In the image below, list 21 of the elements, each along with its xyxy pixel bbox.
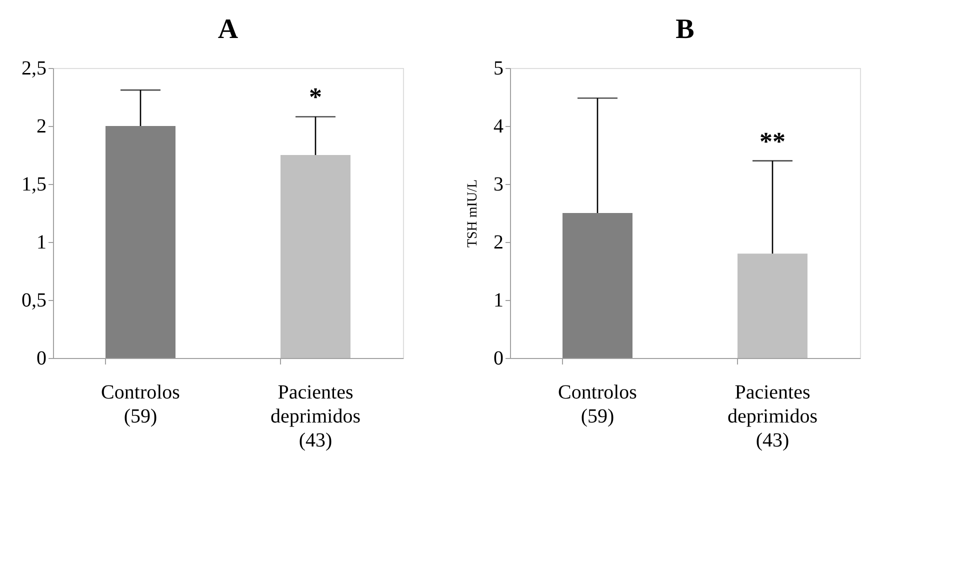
y-tick-label: 1,5 bbox=[22, 174, 46, 196]
x-tick-label: Pacientes deprimidos (43) bbox=[270, 382, 361, 452]
x-tick-label: Controlos (59) bbox=[558, 382, 638, 428]
y-tick-label: 3 bbox=[494, 174, 504, 196]
y-tick-label: 4 bbox=[494, 116, 504, 138]
y-tick-label: 2 bbox=[494, 232, 504, 254]
annotation: * bbox=[309, 82, 322, 112]
x-tick-label: Controlos (59) bbox=[101, 382, 180, 428]
y-tick-label: 0 bbox=[494, 348, 504, 370]
y-tick-label: 0,5 bbox=[22, 290, 46, 312]
y-tick-label: 2,5 bbox=[22, 58, 46, 80]
y-tick-label: 2 bbox=[36, 116, 46, 138]
y-axis-title: TSH mIU/L bbox=[466, 179, 480, 248]
y-tick-label: 1 bbox=[36, 232, 46, 254]
y-tick-label: 1 bbox=[494, 290, 504, 312]
chart-title: B bbox=[676, 14, 694, 45]
chart-title: A bbox=[218, 14, 239, 45]
y-tick-label: 5 bbox=[494, 58, 504, 80]
y-tick-label: 0 bbox=[36, 348, 46, 370]
x-tick-label: Pacientes deprimidos (43) bbox=[728, 382, 818, 452]
annotation: ** bbox=[760, 126, 786, 156]
